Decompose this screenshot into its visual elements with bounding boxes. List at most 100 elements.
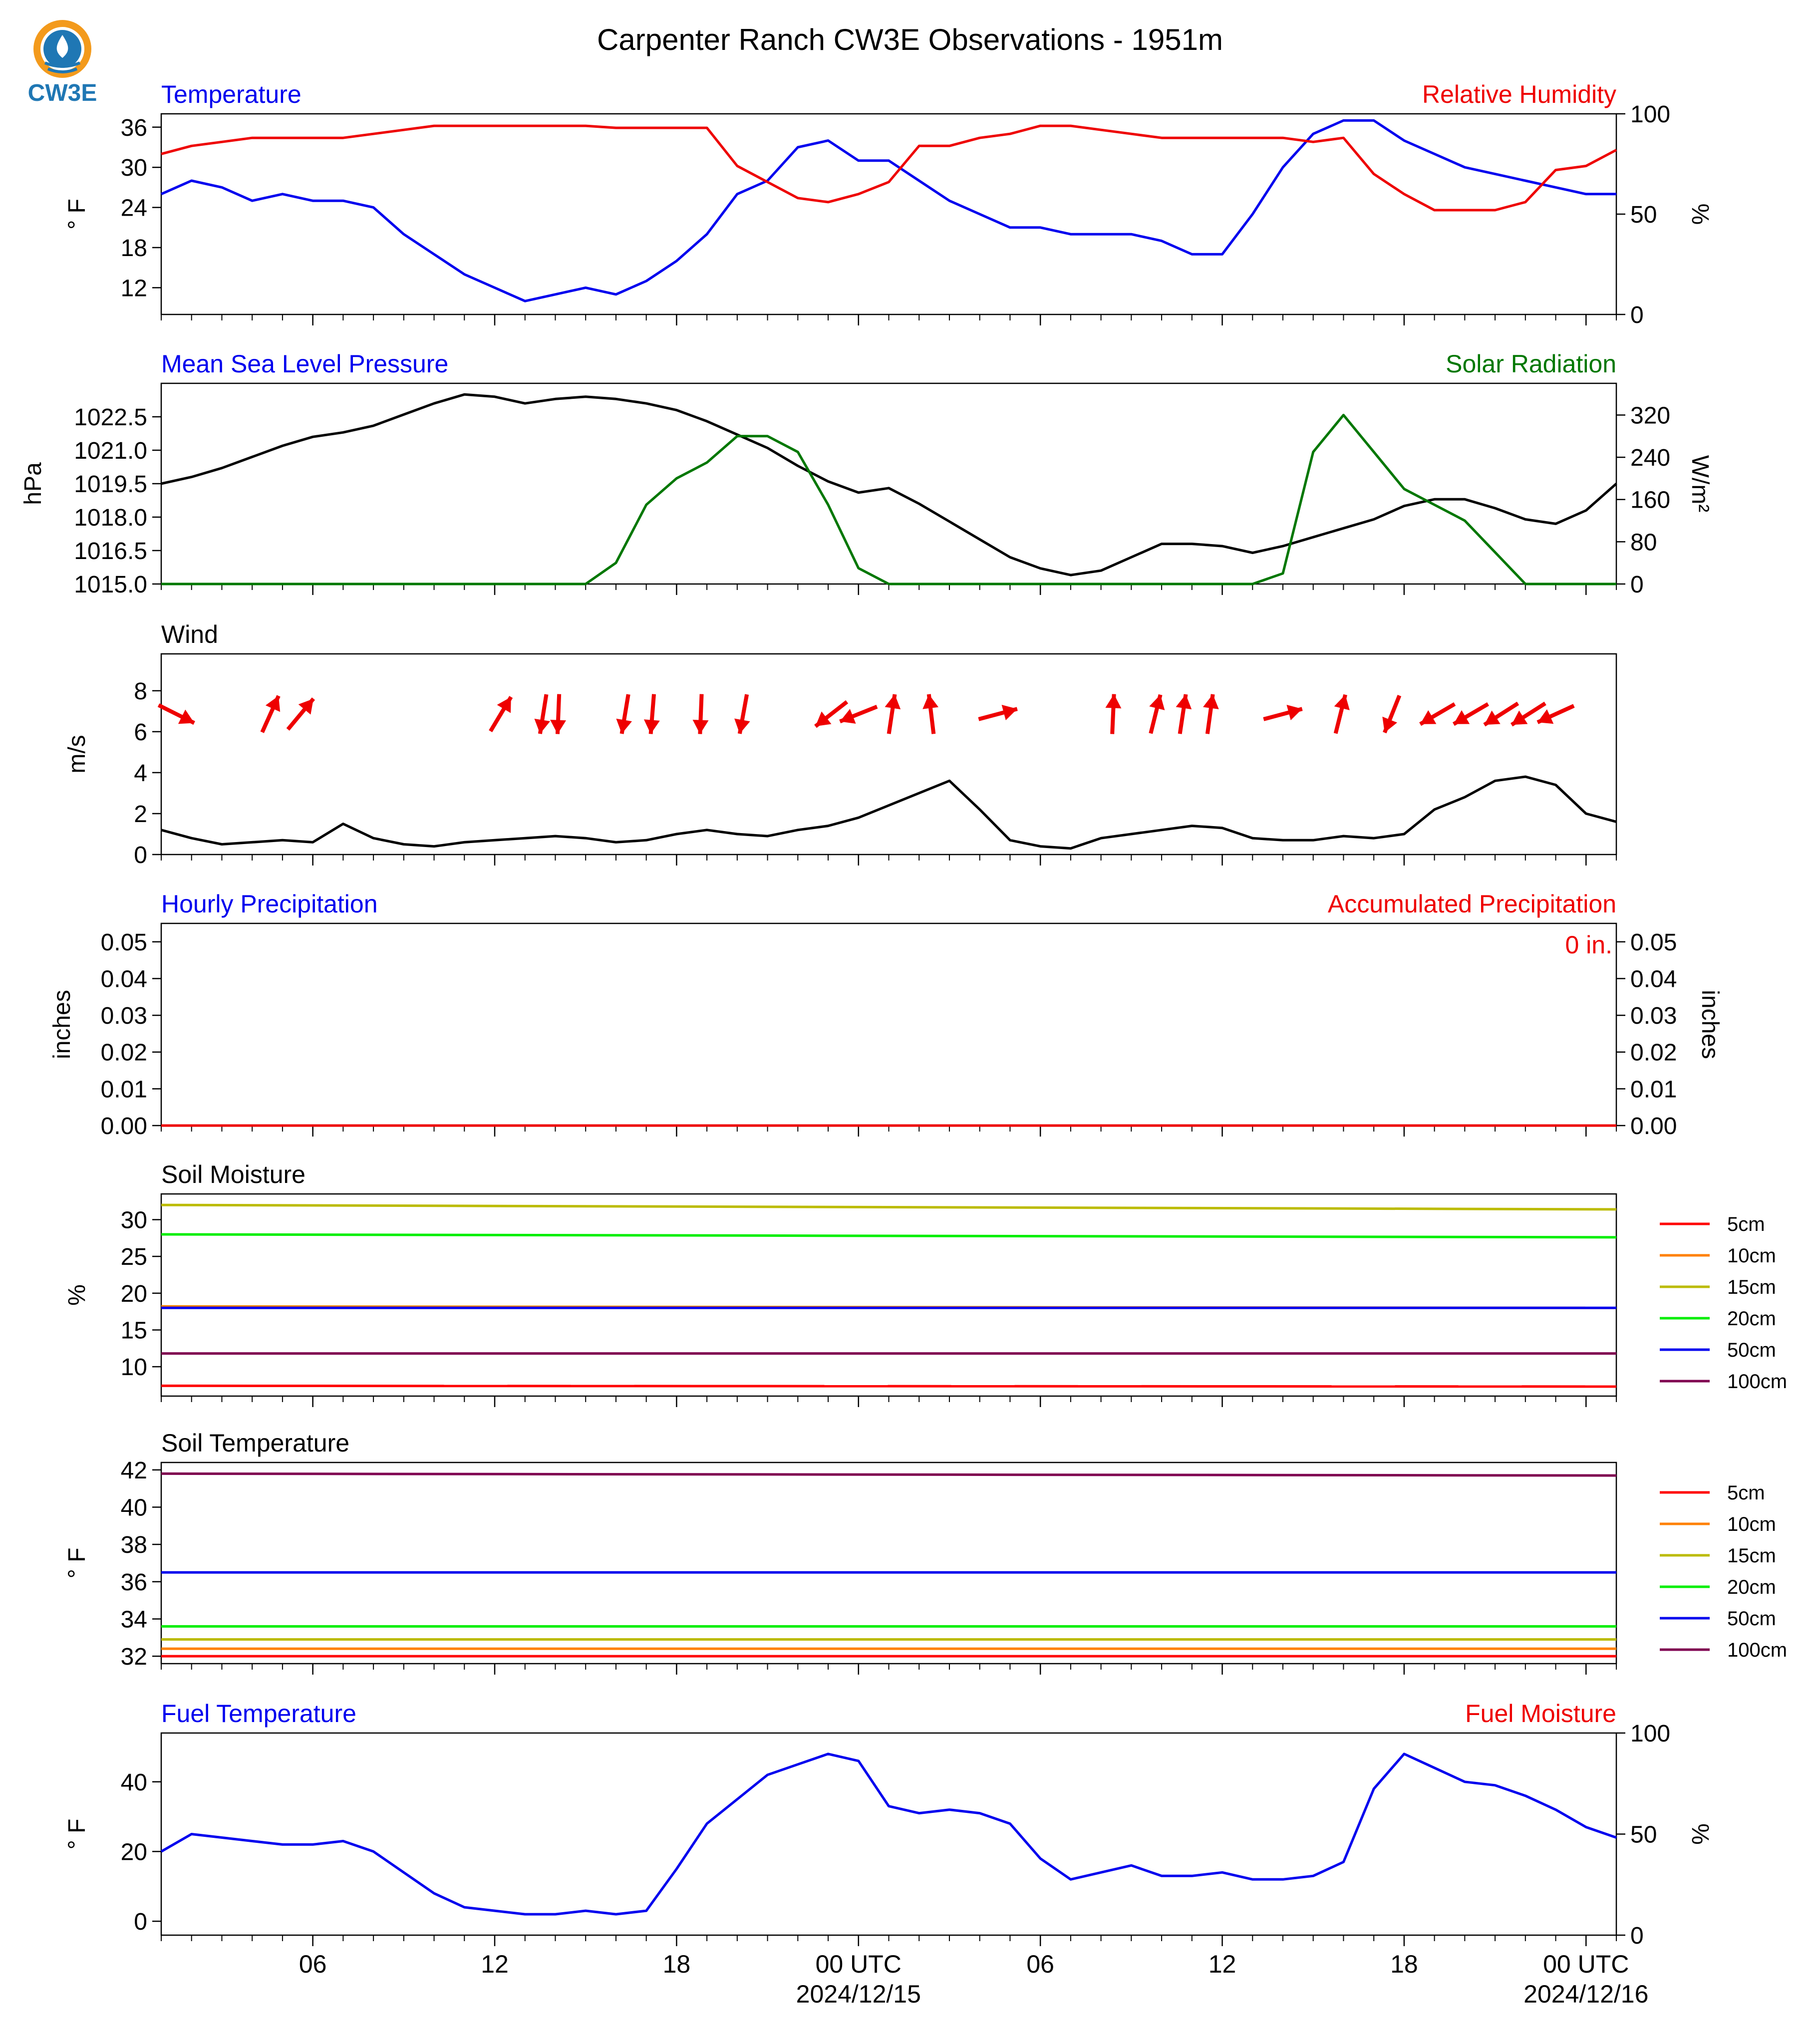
precip-title-right: Accumulated Precipitation [1328, 890, 1616, 918]
wind-arrow [1176, 694, 1192, 734]
wind-arrow-head [1176, 694, 1192, 710]
soil_temperature-ytick-label-left: 34 [121, 1606, 147, 1633]
soil_moisture-legend-label: 100cm [1727, 1371, 1787, 1393]
wind-arrow [1149, 694, 1165, 734]
precip-title-left: Hourly Precipitation [161, 890, 378, 918]
fuel-frame [160, 1732, 1617, 1936]
pressure-series-1 [161, 414, 1616, 585]
xtick-label: 00 UTC [816, 1950, 902, 1978]
temperature-ytick-label-left: 18 [121, 235, 147, 262]
wind-ytick-label-left: 6 [134, 719, 147, 746]
soil_temperature-ytick-label-left: 40 [121, 1495, 147, 1521]
wind-arrow-head [178, 709, 195, 724]
xtick-label: 18 [663, 1950, 691, 1978]
xtick-label: 12 [1209, 1950, 1236, 1978]
pressure-title-left: Mean Sea Level Pressure [161, 350, 448, 378]
soil_temperature-legend-label: 20cm [1727, 1576, 1776, 1598]
panel-wind: Wind 0 2 4 6 8 m/s [64, 620, 1617, 869]
pressure-ytick-label-right: 240 [1630, 445, 1670, 471]
wind-arrow-head [922, 694, 938, 709]
soil_temperature-ytick-label-left: 42 [121, 1457, 147, 1484]
pressure-ytick-label-right: 80 [1630, 529, 1657, 556]
wind-arrow-head [550, 719, 567, 734]
wind-arrow [1419, 702, 1456, 726]
wind-arrow-head [1453, 710, 1470, 724]
panel-precip: Hourly Precipitation Accumulated Precipit… [49, 890, 1723, 1140]
temperature-ylabel-left: ° F [64, 199, 90, 230]
temperature-title-left: Temperature [161, 80, 302, 108]
logo-text: CW3E [28, 80, 97, 105]
wind-frame [160, 653, 1617, 856]
soil_moisture-title-left: Soil Moisture [161, 1160, 305, 1188]
precip-ylabel-left: inches [49, 990, 75, 1059]
wind-arrow-head [265, 696, 281, 712]
soil_moisture-ytick-label-left: 30 [121, 1207, 147, 1234]
wind-arrow-head [298, 698, 313, 715]
soil_moisture-ytick-label-left: 25 [121, 1244, 147, 1270]
wind-arrow [1536, 704, 1575, 724]
wind-arrow-head [1484, 710, 1501, 725]
cw3e-drop-logo-icon: CW3E [28, 20, 97, 106]
wind-arrow [885, 694, 901, 734]
wind-ytick-label-left: 8 [134, 678, 147, 705]
wind-arrow [1510, 701, 1546, 727]
soil_moisture-ytick-label-left: 10 [121, 1354, 147, 1381]
panel-soil_moisture: Soil Moisture 10 15 20 25 30% 5cm 10cm 15cm 20cm 5… [64, 1160, 1787, 1407]
precip-ytick-label-left: 0.01 [101, 1076, 147, 1103]
fuel-title-right: Fuel Moisture [1465, 1700, 1616, 1728]
figure-title: Carpenter Ranch CW3E Observations - 1951… [597, 23, 1223, 56]
soil_moisture-legend-label: 20cm [1727, 1308, 1776, 1330]
soil_temperature-series-5 [161, 1472, 1617, 1477]
wind-arrow [260, 695, 281, 733]
precip-ytick-label-right: 0.00 [1630, 1113, 1677, 1140]
panel-temperature: Temperature Relative Humidity 12 18 24 30 36 ° … [64, 80, 1713, 328]
soil_moisture-legend-label: 5cm [1727, 1213, 1765, 1235]
wind-arrow [1382, 694, 1402, 734]
panel-soil_temperature: Soil Temperature 32 34 36 38 40 42 ° F 5cm 10cm 15… [64, 1429, 1787, 1675]
fuel-ytick-label-left: 20 [121, 1839, 147, 1865]
soil_moisture-legend-label: 10cm [1727, 1245, 1776, 1267]
precip-ytick-label-right: 0.02 [1630, 1040, 1677, 1066]
soil_moisture-legend-label: 50cm [1727, 1339, 1776, 1361]
fuel-ytick-label-left: 0 [134, 1909, 147, 1935]
pressure-title-right: Solar Radiation [1446, 350, 1616, 378]
precip-ytick-label-right: 0.05 [1630, 929, 1677, 956]
temperature-ytick-label-left: 36 [121, 115, 147, 141]
wind-arrow [734, 694, 750, 734]
xtick-label: 18 [1390, 1950, 1418, 1978]
soil_moisture-ytick-label-left: 20 [121, 1281, 147, 1307]
precip-ytick-label-left: 0.05 [101, 929, 147, 956]
pressure-ylabel-left: hPa [20, 462, 46, 505]
wind-arrow-head [1286, 705, 1302, 720]
wind-arrow-head [1149, 694, 1165, 710]
wind-arrow-head [734, 718, 750, 734]
wind-arrow [643, 694, 660, 734]
pressure-ytick-label-left: 1015.0 [74, 572, 147, 598]
pressure-ytick-label-left: 1022.5 [74, 404, 147, 431]
fuel-title-left: Fuel Temperature [161, 1700, 356, 1728]
wind-series-0 [161, 775, 1617, 850]
soil_temperature-title-left: Soil Temperature [161, 1429, 349, 1457]
wind-arrow [692, 694, 709, 734]
temperature-ytick-label-right: 0 [1630, 302, 1644, 328]
wind-arrow-head [840, 709, 856, 724]
wind-arrow [1263, 705, 1303, 721]
wind-arrow [286, 697, 315, 731]
soil_temperature-legend-label: 5cm [1727, 1482, 1765, 1504]
soil_moisture-series-3 [161, 1233, 1617, 1239]
wind-arrow [1333, 694, 1350, 734]
fuel-ylabel-right: % [1687, 1823, 1713, 1845]
soil_moisture-legend-label: 15cm [1727, 1276, 1776, 1298]
precip-ylabel-right: inches [1697, 990, 1723, 1059]
xtick-label: 06 [299, 1950, 327, 1978]
cw3e-logo: CW3E [20, 15, 120, 106]
pressure-series-0 [161, 393, 1617, 577]
pressure-ytick-label-right: 160 [1630, 487, 1670, 514]
precip-ytick-label-right: 0.04 [1630, 966, 1677, 992]
pressure-frame [160, 382, 1617, 585]
precip-ytick-label-left: 0.04 [101, 966, 147, 992]
fuel-ytick-label-right: 0 [1630, 1923, 1644, 1949]
xtick-sublabel: 2024/12/15 [796, 1980, 921, 2008]
wind-arrow [1483, 701, 1519, 727]
